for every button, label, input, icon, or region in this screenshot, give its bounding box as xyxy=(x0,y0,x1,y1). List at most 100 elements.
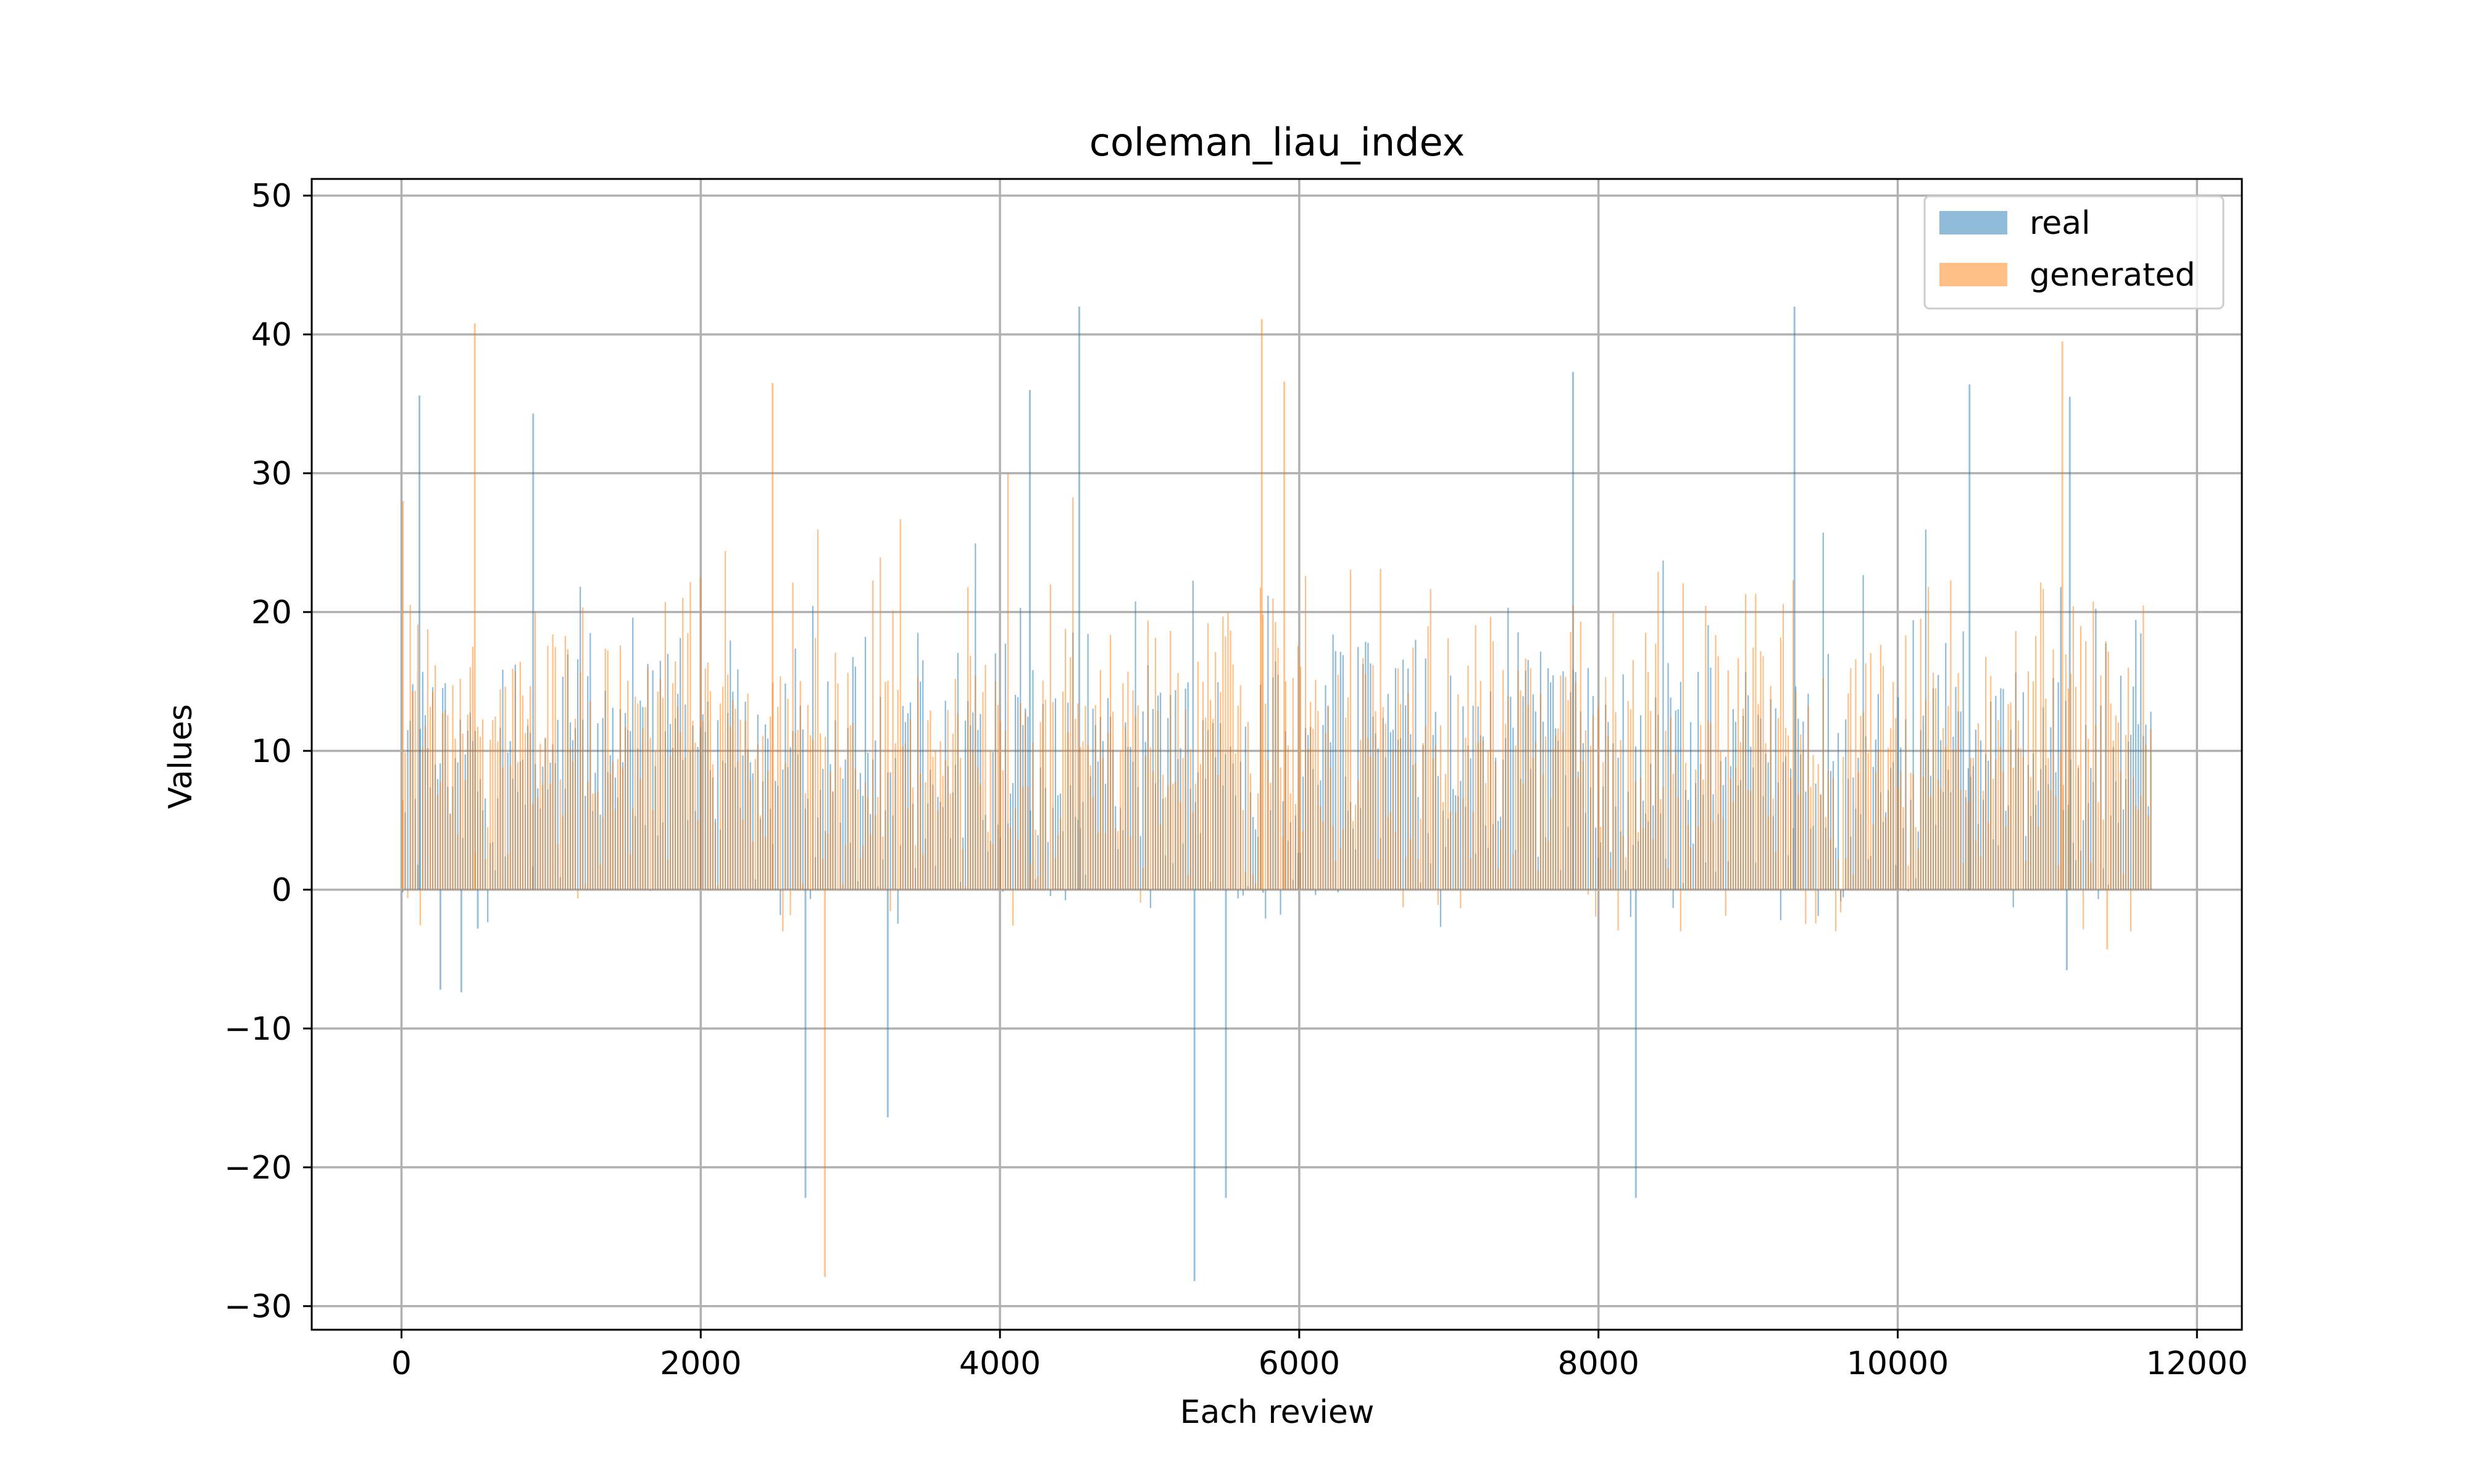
bar xyxy=(2113,740,2114,890)
bar xyxy=(1680,682,1681,890)
bar xyxy=(2125,735,2126,890)
bar xyxy=(1857,772,1859,889)
bar xyxy=(1883,666,1884,890)
bar xyxy=(1852,777,1854,890)
bar xyxy=(1165,797,1166,890)
y-tick-label: 40 xyxy=(251,317,292,354)
bar xyxy=(1538,871,1539,890)
bar xyxy=(1710,724,1711,890)
bar xyxy=(1288,745,1289,890)
bar xyxy=(1497,868,1499,890)
bar xyxy=(780,890,781,915)
bar xyxy=(1760,651,1761,890)
bar xyxy=(977,768,978,890)
bar xyxy=(577,659,578,890)
bar-outlier xyxy=(1225,890,1227,1198)
bar xyxy=(1907,890,1909,892)
bar xyxy=(2090,863,2091,890)
bar xyxy=(1575,682,1576,889)
bar xyxy=(844,845,846,890)
bar xyxy=(1027,787,1028,890)
bar xyxy=(1155,638,1156,890)
bar xyxy=(1177,673,1178,890)
bar xyxy=(1840,890,1841,913)
bar xyxy=(945,760,946,890)
bar xyxy=(1397,668,1399,889)
bar xyxy=(1312,729,1314,890)
bar xyxy=(1035,829,1036,889)
bar xyxy=(1780,637,1781,890)
bar xyxy=(1572,605,1573,890)
bar xyxy=(1388,816,1389,890)
bar xyxy=(1333,826,1334,889)
bar xyxy=(1493,641,1494,890)
bar xyxy=(532,803,533,890)
bar xyxy=(1735,767,1736,889)
bar xyxy=(1465,738,1466,890)
bar xyxy=(585,796,586,890)
bar xyxy=(1878,750,1879,889)
bar xyxy=(1897,787,1899,890)
bar xyxy=(697,821,698,890)
y-tick-label: −30 xyxy=(224,1288,292,1325)
bar xyxy=(1933,673,1934,890)
bar xyxy=(1022,787,1023,890)
bar xyxy=(1438,890,1439,905)
bar xyxy=(2128,668,2129,890)
bar xyxy=(1425,726,1426,890)
bar xyxy=(689,582,691,890)
bar xyxy=(1195,784,1196,889)
bar xyxy=(1690,848,1691,890)
bar xyxy=(1350,570,1351,890)
bar xyxy=(1723,819,1724,890)
bar xyxy=(710,691,711,890)
bar xyxy=(1965,790,1967,890)
bar xyxy=(810,890,811,899)
bar xyxy=(1860,716,1861,890)
bar xyxy=(1835,890,1836,931)
bar xyxy=(2068,689,2069,890)
bar xyxy=(1655,644,1656,890)
bar xyxy=(1697,827,1699,890)
bar xyxy=(407,890,408,898)
bar xyxy=(930,710,931,890)
bar xyxy=(1012,783,1014,890)
bar-outlier xyxy=(1194,890,1196,1281)
bar xyxy=(1210,700,1211,890)
bar xyxy=(667,860,668,890)
bar xyxy=(615,809,616,890)
bar xyxy=(412,691,414,890)
bar xyxy=(1422,743,1423,890)
bar xyxy=(1638,832,1639,890)
bar xyxy=(1472,812,1473,890)
bar xyxy=(1595,890,1596,916)
bar xyxy=(1780,890,1781,920)
bar xyxy=(1010,827,1011,890)
bar xyxy=(787,698,788,889)
bar xyxy=(1610,869,1611,889)
bar xyxy=(1938,779,1939,890)
bar xyxy=(789,890,791,915)
bar xyxy=(1913,774,1914,890)
bar xyxy=(785,763,786,890)
bar xyxy=(1868,753,1869,889)
bar xyxy=(1215,652,1216,890)
bar xyxy=(1355,805,1356,890)
bar xyxy=(1040,722,1041,890)
bar xyxy=(722,687,723,890)
bar xyxy=(1047,889,1049,890)
bar xyxy=(917,677,918,890)
bar xyxy=(580,672,581,889)
bar xyxy=(1540,694,1541,890)
bar xyxy=(1170,631,1171,890)
bar xyxy=(1087,745,1088,890)
bar xyxy=(1180,802,1181,890)
bar xyxy=(517,762,518,890)
bar xyxy=(2095,724,2096,890)
bar xyxy=(1175,782,1176,890)
bar xyxy=(889,773,891,890)
bar xyxy=(1850,668,1851,890)
bar xyxy=(465,781,466,890)
bar xyxy=(1902,807,1904,890)
bar xyxy=(585,884,586,890)
